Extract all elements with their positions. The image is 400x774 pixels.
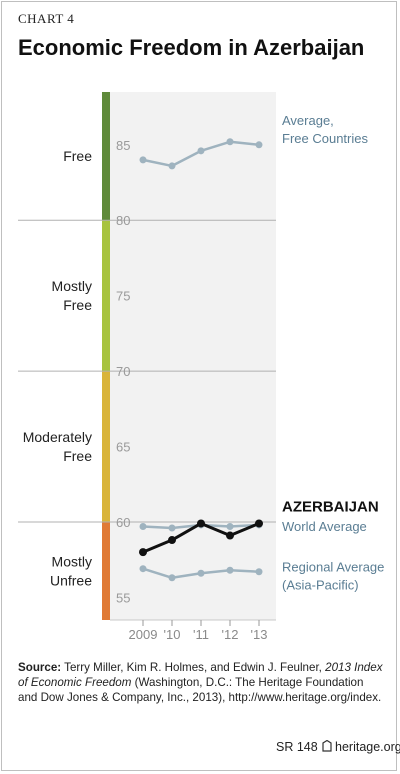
heritage-logo-icon <box>322 739 332 754</box>
series-point <box>255 519 263 528</box>
source-label: Source: <box>18 661 62 674</box>
source-rest: (Washington, D.C.: The Heritage Foundati… <box>18 676 382 704</box>
band-label: Unfree <box>50 572 92 588</box>
series-point <box>226 522 234 530</box>
series-point <box>255 568 263 576</box>
y-tick-label: 60 <box>116 515 130 530</box>
band-label: Mostly <box>52 278 92 294</box>
band-label: Moderately <box>23 429 92 445</box>
series-label: Regional Average <box>282 560 384 575</box>
y-tick-label: 80 <box>116 213 130 228</box>
source-work: 2013 Index of Economic Freedom <box>18 661 383 689</box>
series-point <box>168 162 176 170</box>
y-tick-label: 55 <box>116 590 130 605</box>
series-label: (Asia-Pacific) <box>282 578 359 593</box>
series-point <box>197 569 205 577</box>
series-point <box>226 531 234 540</box>
band-label: Mostly <box>52 553 92 569</box>
band-bar-2 <box>102 371 110 522</box>
x-tick-label: '10 <box>164 627 181 642</box>
series-point <box>197 147 205 155</box>
series-point <box>168 524 176 532</box>
series-point <box>168 536 176 545</box>
y-tick-label: 65 <box>116 440 130 455</box>
series-label: World Average <box>282 519 367 534</box>
chart-kicker: CHART 4 <box>18 11 75 26</box>
series-point <box>139 522 147 530</box>
series-label: Free Countries <box>282 131 368 146</box>
series-label: Average, <box>282 113 334 128</box>
source-note: Source: Terry Miller, Kim R. Holmes, and… <box>18 660 383 705</box>
series-point <box>226 566 234 574</box>
site-name: heritage.org <box>335 740 400 754</box>
series-point <box>255 141 263 149</box>
y-tick-label: 70 <box>116 364 130 379</box>
x-tick-label: '12 <box>222 627 239 642</box>
chart-title: Economic Freedom in Azerbaijan <box>18 35 365 60</box>
series-point <box>139 156 147 164</box>
x-tick-label: '11 <box>193 627 209 642</box>
plot-background <box>110 92 276 620</box>
band-bar-3 <box>102 521 110 620</box>
report-code: SR 148 <box>276 740 318 754</box>
band-label: Free <box>63 297 92 313</box>
band-bar-0 <box>102 92 110 221</box>
band-label: Free <box>63 448 92 464</box>
series-point <box>168 574 176 582</box>
series-point <box>226 138 234 146</box>
band-bar-1 <box>102 220 110 372</box>
band-label: Free <box>63 148 92 164</box>
series-point <box>139 565 147 573</box>
x-tick-label: '13 <box>251 627 268 642</box>
series-point <box>139 548 147 557</box>
series-point <box>197 519 205 528</box>
source-authors: Terry Miller, Kim R. Holmes, and Edwin J… <box>61 661 326 674</box>
y-tick-label: 85 <box>116 138 130 153</box>
y-tick-label: 75 <box>116 289 130 304</box>
series-label: AZERBAIJAN <box>282 498 379 515</box>
x-tick-label: 2009 <box>129 627 158 642</box>
